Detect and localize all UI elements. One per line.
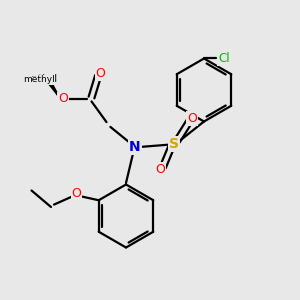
Text: O: O: [72, 187, 81, 200]
Text: N: N: [129, 140, 141, 154]
Text: O: O: [96, 67, 105, 80]
Text: methyl: methyl: [23, 75, 55, 84]
Text: S: S: [169, 137, 179, 151]
Text: O: O: [156, 163, 165, 176]
Text: O: O: [187, 112, 197, 125]
Text: O: O: [58, 92, 68, 106]
Text: methyl: methyl: [32, 76, 37, 77]
Text: methyl: methyl: [23, 74, 58, 85]
Text: Cl: Cl: [218, 52, 230, 65]
